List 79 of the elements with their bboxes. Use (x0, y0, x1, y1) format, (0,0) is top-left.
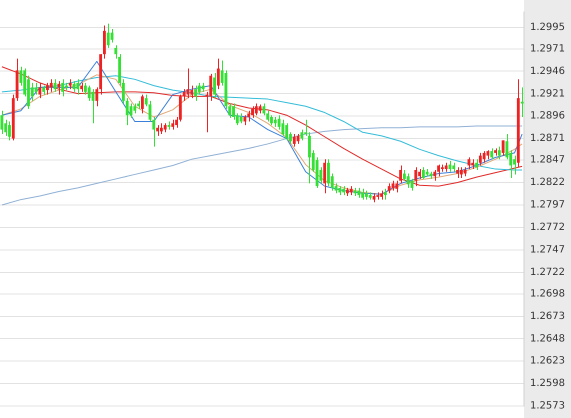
candlestick (130, 103, 132, 118)
candlestick (0, 110, 4, 135)
y-tick-label: 1.2747 (530, 244, 566, 256)
candlestick (84, 82, 87, 96)
candlestick (308, 132, 311, 184)
y-tick-label: 1.2946 (530, 66, 566, 77)
candlestick (54, 78, 56, 92)
candlestick (186, 68, 190, 99)
candlestick (482, 150, 486, 164)
candlestick (34, 82, 38, 96)
candlestick (418, 168, 422, 180)
candlestick (406, 173, 410, 188)
candlestick (456, 166, 459, 179)
candlestick (240, 112, 243, 124)
y-tick-label: 1.2921 (530, 88, 566, 100)
candlestick (327, 158, 330, 187)
candlestick (278, 114, 281, 130)
candlestick (296, 134, 300, 144)
candlestick (251, 106, 254, 118)
candlestick (103, 24, 106, 60)
candlestick (8, 120, 11, 141)
candlestick (243, 114, 246, 126)
candlestick (72, 80, 76, 92)
candlestick (92, 88, 94, 124)
candlestick (160, 122, 163, 135)
candlestick (478, 152, 482, 166)
candlestick (254, 103, 258, 116)
candlestick (384, 188, 387, 200)
candlestick (300, 129, 304, 141)
y-tick-label: 1.2648 (530, 333, 566, 344)
candlestick (270, 114, 273, 126)
candlestick (323, 158, 326, 194)
candlestick (232, 103, 235, 120)
candlestick (357, 187, 360, 198)
candlestick (392, 180, 394, 192)
candlestick (498, 146, 501, 160)
y-tick-label: 1.2573 (530, 400, 566, 412)
candlestick (502, 140, 505, 156)
candlestick (448, 160, 452, 172)
candlestick (281, 119, 284, 136)
candlestick (422, 166, 425, 180)
candlestick (395, 180, 398, 193)
candlestick (216, 58, 220, 90)
candlestick (402, 169, 406, 182)
candlestick (110, 28, 114, 44)
candlestick (460, 166, 463, 179)
candlestick (520, 86, 524, 118)
candlestick (437, 164, 440, 177)
candlestick (76, 78, 80, 96)
y-tick-label: 1.2598 (530, 378, 566, 390)
candlestick (194, 85, 197, 102)
candlestick (262, 103, 266, 116)
y-tick-label: 1.2623 (530, 356, 566, 367)
y-tick-label: 1.2971 (530, 43, 566, 54)
candlestick (156, 124, 160, 136)
candlestick (140, 94, 144, 114)
y-tick-label: 1.2698 (530, 288, 566, 300)
y-tick-label: 1.2847 (530, 154, 566, 166)
candlestick (57, 80, 60, 96)
candlestick (46, 82, 49, 96)
candlestick (399, 164, 402, 184)
candlestick (38, 82, 42, 99)
y-tick-label: 1.2822 (530, 177, 566, 188)
candlestick (490, 148, 494, 160)
candlestick (61, 78, 64, 97)
candlestick (475, 158, 478, 170)
candlestick (468, 156, 470, 170)
candlestick (304, 119, 308, 136)
candlestick (274, 116, 277, 128)
y-tick-label: 1.2673 (530, 310, 566, 322)
candlestick (513, 155, 516, 175)
y-tick-label: 1.2797 (530, 200, 566, 211)
candlestick (361, 188, 364, 200)
y-tick-label: 1.2722 (530, 266, 566, 278)
candlestick (213, 72, 216, 99)
y-tick-label: 1.2896 (530, 110, 566, 122)
y-tick-label: 1.2995 (530, 22, 566, 33)
y-tick-label: 1.2871 (530, 133, 566, 144)
y-tick-label: 1.2772 (530, 222, 566, 233)
